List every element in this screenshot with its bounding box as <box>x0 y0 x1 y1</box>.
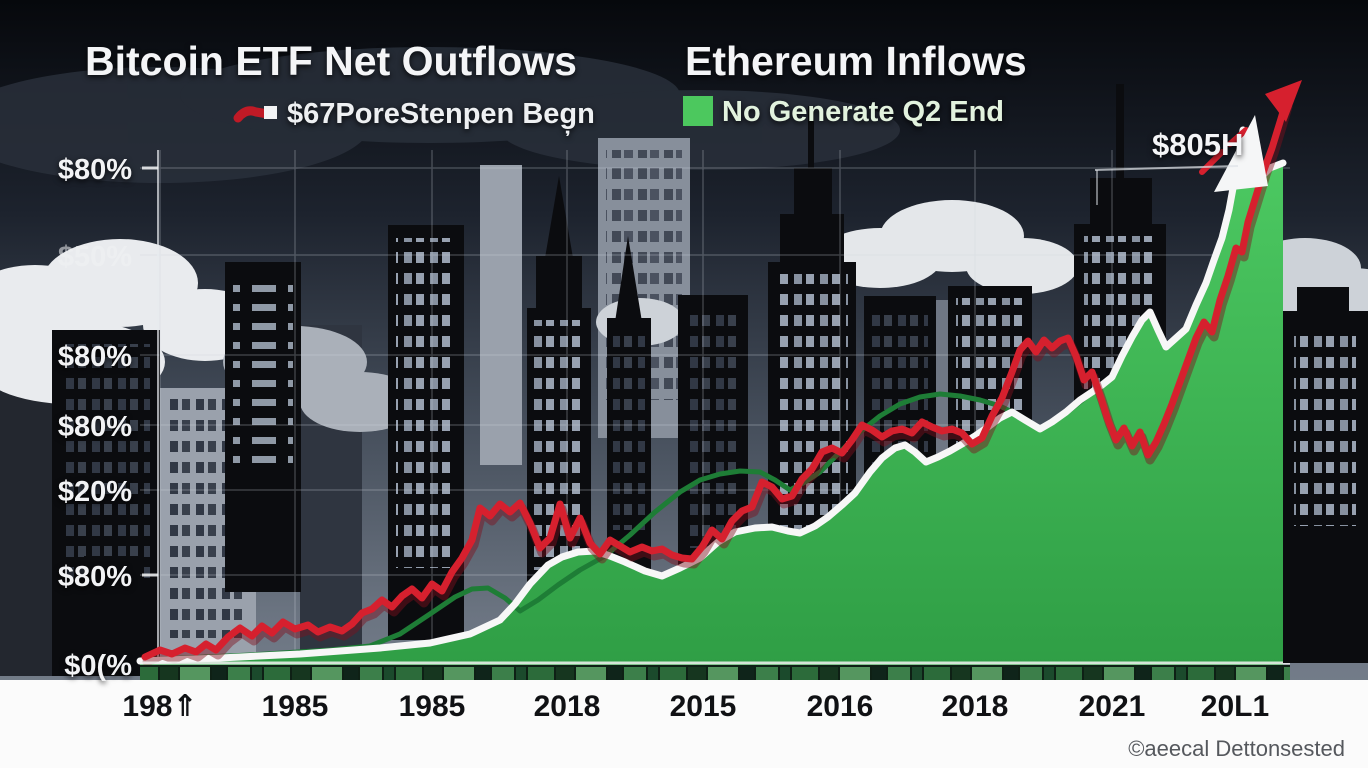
building-far-right <box>1283 287 1368 663</box>
y-label: $20% <box>58 476 132 508</box>
leader-line <box>1094 165 1239 171</box>
title-right: Ethereum Inflows <box>685 38 1027 84</box>
x-label: 198⇑ <box>122 690 197 723</box>
watermark: ©aeecal Dettonsested <box>1128 736 1345 761</box>
legend-red-dash-icon <box>233 106 273 123</box>
y-axis-labels: $80% $50% $80% $80% $20% $80% $0(% <box>58 154 132 682</box>
x-label: 1985 <box>399 690 466 723</box>
x-label: 1985 <box>262 690 329 723</box>
dark-cloud-band <box>0 47 900 183</box>
ethereum-area <box>140 130 1283 668</box>
legend: $67PoreStenpen Beg̦n No Generate Q2 End <box>233 96 1004 136</box>
bitcoin-line <box>141 98 1293 667</box>
white-clouds-right <box>818 200 1078 294</box>
ticker-strip <box>140 661 1290 683</box>
red-arrow-icon <box>1265 80 1302 122</box>
x-label: 2016 <box>807 690 874 723</box>
x-label: 20L1 <box>1201 690 1269 723</box>
y-label: $80% <box>58 411 132 443</box>
secondary-green-line <box>137 373 1115 663</box>
y-label: $80% <box>58 561 132 593</box>
peak-label: $805H <box>1152 127 1243 162</box>
legend-red-square-icon <box>264 106 277 119</box>
y-label: $80% <box>58 341 132 373</box>
peak-annotation: $805H <box>1094 127 1243 205</box>
legend-green-swatch-icon <box>683 96 713 126</box>
legend-item-bitcoin: $67PoreStenpen Beg̦n <box>233 98 595 136</box>
legend-bitcoin-label: $67PoreStenpen Beg̦n <box>287 98 595 136</box>
x-axis-labels: 198⇑ 1985 1985 2018 2015 2016 2018 2021 … <box>122 690 1269 723</box>
bitcoin-line-dashes <box>1199 127 1249 175</box>
y-label: $80% <box>58 154 132 186</box>
title-left: Bitcoin ETF Net Outflows <box>85 38 577 84</box>
gridlines <box>140 150 1290 664</box>
ethereum-area-outline <box>136 126 1287 665</box>
x-label: 2018 <box>534 690 601 723</box>
x-label: 2015 <box>670 690 737 723</box>
y-label: $0(% <box>64 650 132 682</box>
white-arrow-icon <box>1214 115 1268 192</box>
x-label: 2018 <box>942 690 1009 723</box>
y-label: $50% <box>58 241 132 273</box>
x-label: 2021 <box>1079 690 1146 723</box>
legend-ethereum-label: No Generate Q2 End <box>722 96 1004 128</box>
bottom-band <box>0 680 1368 768</box>
building <box>225 262 301 592</box>
legend-item-ethereum: No Generate Q2 End <box>683 96 1004 128</box>
